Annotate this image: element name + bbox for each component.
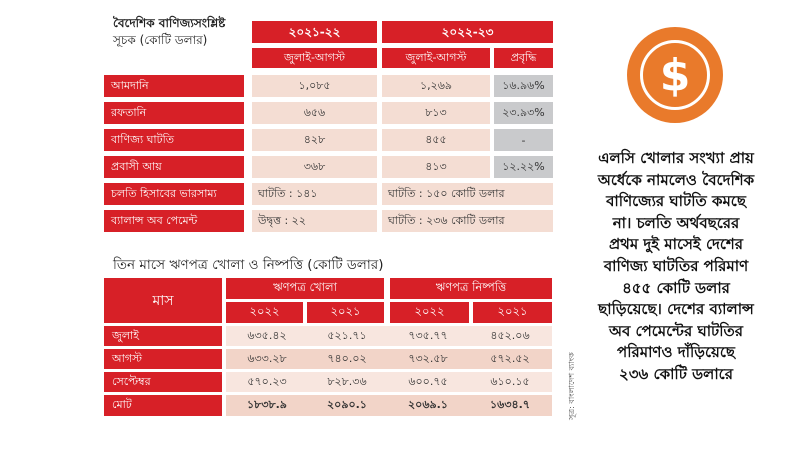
table2-cell: ৮২৮.৩৬: [327, 374, 367, 388]
year-header-2021-22: ২০২১-২২: [252, 21, 377, 43]
cell-import-2021: ১,০৮৫: [252, 75, 377, 97]
cell-export-2022: ৮১৩: [382, 102, 490, 124]
table2-row-july: ৬৩৫.৪২ ৫২১.৭১ ৭৩৫.৭৭ ৪৫২.০৬: [226, 326, 552, 346]
cell-export-growth: ২৩.৯৩%: [494, 102, 553, 124]
row-label-trade-deficit: বাণিজ্য ঘাটতি: [104, 129, 244, 151]
summary-line: এলসি খোলার সংখ্যা প্রায়: [598, 149, 754, 167]
table2-cell: ১৬৩৪.৭: [490, 398, 530, 411]
table2-cell: ৭৩৫.৭৭: [408, 328, 448, 342]
table2-header-month: মাস: [104, 278, 222, 323]
table2-group-lc-open: ঋণপত্র খোলা: [226, 278, 384, 299]
dollar-sign: $: [659, 49, 691, 101]
row-label-balance-of-payment: ব্যালান্স অব পেমেন্ট: [104, 210, 244, 232]
table2-cell: ১৮৩৮.৯: [247, 398, 287, 411]
table2-row-label-september: সেপ্টেম্বর: [104, 372, 222, 392]
cell-export-2021: ৬৫৬: [252, 102, 377, 124]
row-label-current-account: চলতি হিসাবের ভারসাম্য: [104, 183, 244, 205]
row-label-remittance: প্রবাসী আয়: [104, 156, 244, 178]
table2-cell: ৫৭০.২৩: [247, 374, 287, 388]
table2-year-open-2021: ২০২১: [307, 302, 384, 323]
table2-title: তিন মাসে ঋণপত্র খোলা ও নিষ্পত্তি (কোটি ড…: [113, 257, 384, 273]
table2-cell: ৬৩৫.৪২: [247, 328, 287, 342]
summary-text: এলসি খোলার সংখ্যা প্রায় অর্ধেকে নামলেও …: [560, 148, 792, 386]
table2-cell: ৬১০.১৫: [490, 374, 530, 388]
table2-group-lc-settle: ঋণপত্র নিষ্পত্তি: [390, 278, 552, 299]
table2-row-label-july: জুলাই: [104, 326, 222, 346]
table2-row-label-total: মোট: [104, 395, 222, 416]
table2-row-august: ৬৩৩.২৮ ৭৪০.০২ ৭৩২.৫৮ ৫৭২.৫২: [226, 349, 552, 369]
table1-title: বৈদেশিক বাণিজ্যসংশ্লিষ্ট সূচক (কোটি ডলার…: [113, 15, 253, 49]
cell-remittance-growth: ১২.২২%: [494, 156, 553, 178]
cell-bop-2021: উদ্বৃত্ত : ২২: [252, 210, 377, 232]
summary-line: পরিমাণও দাঁড়িয়েছে: [617, 343, 735, 362]
cell-bop-2022: ঘাটতি : ২৩৬ কোটি ডলার: [382, 210, 553, 232]
summary-line: না। চলতি অর্থবছরের: [612, 213, 740, 232]
summary-line: প্রথম দুই মাসেই দেশের: [608, 235, 744, 254]
row-label-import: আমদানি: [104, 75, 244, 97]
cell-deficit-2022: ৪৫৫: [382, 129, 490, 151]
cell-remittance-2022: ৪১৩: [382, 156, 490, 178]
table2-cell: ২০৯০.১: [327, 398, 367, 411]
table2-row-label-august: আগস্ট: [104, 349, 222, 369]
table2-cell: ৭৪০.০২: [327, 351, 367, 365]
cell-current-account-2021: ঘাটতি : ১৪১: [252, 183, 377, 205]
row-label-export: রফতানি: [104, 102, 244, 124]
coin-ring: [640, 40, 710, 110]
table2-cell: ৬৩৩.২৮: [247, 351, 287, 365]
summary-line: ৪৫৫ কোটি ডলার: [622, 278, 730, 297]
year-header-2022-23: ২০২২-২৩: [382, 21, 553, 43]
cell-deficit-2021: ৪২৮: [252, 129, 377, 151]
table1-title-line1: বৈদেশিক বাণিজ্যসংশ্লিষ্ট: [113, 16, 226, 30]
subheader-period-2: জুলাই-আগস্ট: [382, 48, 490, 68]
subheader-period-1: জুলাই-আগস্ট: [252, 48, 377, 68]
table2-row-total: ১৮৩৮.৯ ২০৯০.১ ২০৬৯.১ ১৬৩৪.৭: [226, 395, 552, 416]
table2-year-open-2022: ২০২২: [226, 302, 303, 323]
table2-cell: ৬০০.৭৫: [408, 374, 448, 388]
table2-cell: ৫২১.৭১: [327, 328, 367, 342]
table2-year-settle-2021: ২০২১: [473, 302, 552, 323]
cell-current-account-2022: ঘাটতি : ১৫০ কোটি ডলার: [382, 183, 553, 205]
summary-line: ২৩৬ কোটি ডলারে: [619, 364, 733, 383]
cell-import-2022: ১,২৬৯: [382, 75, 490, 97]
table2-cell: ৪৫২.০৬: [490, 328, 530, 342]
table2-cell: ৭৩২.৫৮: [408, 351, 448, 365]
summary-line: ছাড়িয়েছে। দেশের ব্যালান্স: [598, 300, 754, 319]
summary-line: বাণিজ্য ঘাটতির পরিমাণ: [603, 256, 749, 275]
cell-remittance-2021: ৩৬৮: [252, 156, 377, 178]
table2-row-september: ৫৭০.২৩ ৮২৮.৩৬ ৬০০.৭৫ ৬১০.১৫: [226, 372, 552, 392]
cell-deficit-growth: -: [494, 129, 553, 151]
summary-line: অর্ধেকে নামলেও বৈদেশিক: [597, 170, 755, 189]
summary-line: বাণিজ্যের ঘাটতি কমছে: [606, 192, 746, 211]
subheader-growth: প্রবৃদ্ধি: [494, 48, 553, 68]
table2-cell: ৫৭২.৫২: [490, 351, 530, 365]
table2-cell: ২০৬৯.১: [408, 398, 448, 411]
table2-year-settle-2022: ২০২২: [390, 302, 469, 323]
cell-import-growth: ১৬.৯৬%: [494, 75, 553, 97]
table1-title-line2: সূচক (কোটি ডলার): [113, 33, 208, 47]
summary-line: অব পেমেন্টের ঘাটতির: [608, 321, 744, 340]
